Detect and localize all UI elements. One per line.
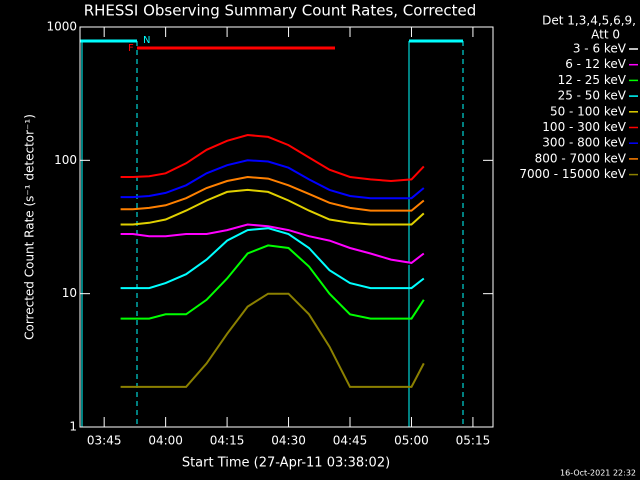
series-line (120, 227, 425, 290)
legend-label: 3 - 6 keV (573, 42, 627, 56)
legend-label: 25 - 50 keV (558, 89, 627, 103)
y-axis-label: Corrected Count Rate (s⁻¹ detector⁻¹) (23, 114, 37, 340)
legend-label: 12 - 25 keV (558, 73, 627, 87)
x-tick-label: 04:15 (210, 434, 245, 448)
series-line (120, 223, 425, 264)
series-line (120, 188, 425, 226)
y-tick-label: 100 (54, 153, 77, 167)
x-axis-label: Start Time (27-Apr-11 03:38:02) (182, 456, 390, 471)
plot-frame (79, 26, 494, 428)
legend-label: 7000 - 15000 keV (519, 167, 626, 181)
series-line (120, 133, 425, 183)
flag-label: N (143, 35, 150, 46)
y-tick-label: 10 (62, 286, 77, 300)
x-tick-label: 04:45 (333, 434, 368, 448)
legend-label: 50 - 100 keV (550, 104, 627, 118)
x-tick-label: 05:15 (456, 434, 491, 448)
chart-title: RHESSI Observing Summary Count Rates, Co… (84, 2, 477, 20)
legend-title: Det 1,3,4,5,6,9, (542, 14, 636, 28)
series-line (120, 292, 425, 388)
series-line (120, 159, 425, 200)
x-tick-label: 05:00 (394, 434, 429, 448)
flag-label: F (128, 43, 134, 54)
legend-label: 100 - 300 keV (542, 120, 626, 134)
series-line (120, 244, 425, 320)
x-tick-label: 04:00 (148, 434, 183, 448)
legend-label: 300 - 800 keV (542, 136, 626, 150)
x-tick-label: 03:45 (87, 434, 122, 448)
legend-title: Att 0 (591, 28, 620, 42)
footer: 16-Oct-2021 22:32 (560, 469, 636, 478)
y-tick-label: 1000 (46, 20, 77, 34)
y-tick-label: 1 (69, 420, 77, 434)
x-tick-label: 04:30 (271, 434, 306, 448)
legend-label: 800 - 7000 keV (535, 151, 627, 165)
series-line (120, 175, 425, 212)
legend-label: 6 - 12 keV (565, 57, 627, 71)
